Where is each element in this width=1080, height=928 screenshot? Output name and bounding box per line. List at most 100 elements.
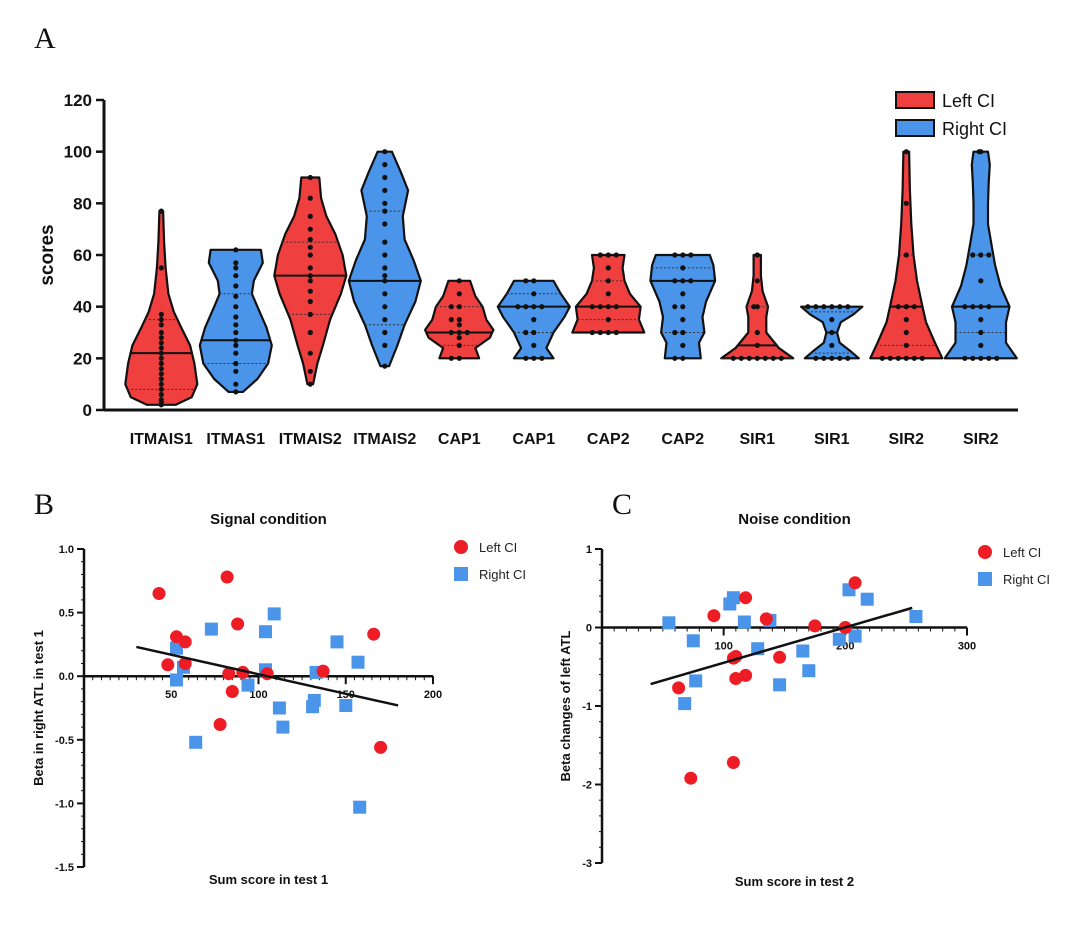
violin-point xyxy=(680,355,686,361)
violin-point xyxy=(903,252,909,258)
violin-point xyxy=(307,278,313,284)
violin-point xyxy=(233,342,239,348)
violin-point xyxy=(680,304,686,310)
violin-point xyxy=(730,355,736,361)
violin-point xyxy=(233,273,239,279)
violin-point xyxy=(382,162,388,168)
x-tick-label: 300 xyxy=(958,641,976,653)
violin-point xyxy=(821,355,827,361)
legend-label: Left CI xyxy=(942,91,995,111)
violin-point xyxy=(448,317,454,323)
violin-point xyxy=(233,293,239,299)
violin-point xyxy=(307,252,313,258)
y-tick-label: 120 xyxy=(64,91,92,110)
violin-point xyxy=(456,317,462,323)
scatter-point-left-ci xyxy=(759,612,773,626)
violin-point xyxy=(158,329,164,336)
violin-point xyxy=(829,317,835,323)
violin-point xyxy=(158,340,164,346)
legend-marker-left-ci xyxy=(454,540,468,554)
violin-point xyxy=(531,304,537,310)
violin-point xyxy=(903,342,909,348)
violin-point xyxy=(233,260,239,266)
scatter-point-left-ci xyxy=(178,657,192,670)
violin-point xyxy=(158,317,164,323)
violin-point xyxy=(456,322,462,328)
scatter-point-left-ci xyxy=(672,681,686,695)
violin-point xyxy=(845,355,851,361)
violin-point xyxy=(307,236,313,243)
scatter-point-left-ci xyxy=(739,591,753,605)
violin-point xyxy=(754,342,760,348)
trend-line xyxy=(136,645,399,707)
violin-point xyxy=(738,355,744,361)
violin-point xyxy=(307,226,313,232)
violin-point xyxy=(895,355,901,361)
y-tick-label: -2 xyxy=(582,780,592,792)
trend-line xyxy=(650,606,913,686)
violin-point xyxy=(158,397,164,403)
violin-point xyxy=(448,329,454,336)
y-tick-label: 80 xyxy=(73,194,92,213)
scatter-point-right-ci xyxy=(241,678,255,692)
violin-point xyxy=(805,304,811,310)
violin-point xyxy=(448,304,454,310)
violin-point xyxy=(456,304,462,310)
legend-marker-left-ci xyxy=(978,545,992,559)
violin-point xyxy=(605,329,611,336)
violin-point xyxy=(448,355,454,361)
violin-point xyxy=(233,304,239,310)
y-tick-label: 100 xyxy=(64,143,92,162)
violin-point xyxy=(978,304,984,310)
violin-point xyxy=(456,329,462,336)
violin-point xyxy=(770,355,776,361)
violin-point xyxy=(158,391,164,398)
violin-point xyxy=(970,304,976,310)
panel-letter-a: A xyxy=(34,22,56,55)
violin-point xyxy=(680,291,686,297)
violin-point xyxy=(531,291,537,297)
violin-point xyxy=(903,329,909,336)
violin-point xyxy=(754,278,760,284)
scatter-point-right-ci xyxy=(259,625,272,639)
violin-point xyxy=(539,304,545,310)
violin-point xyxy=(605,304,611,310)
violin-point xyxy=(523,304,529,310)
violin-point xyxy=(672,355,678,361)
violin-point xyxy=(829,304,835,310)
violin-point xyxy=(978,355,984,361)
scatter-point-right-ci xyxy=(662,616,676,630)
panel-letter-c: C xyxy=(612,488,632,521)
x-tick-label: CAP2 xyxy=(661,431,704,448)
violin-point xyxy=(158,371,164,377)
scatter-point-left-ci xyxy=(152,587,166,600)
scatter-point-right-ci xyxy=(353,800,367,814)
violin-point xyxy=(962,304,968,310)
violin-point xyxy=(680,342,686,348)
x-tick-label: ITMAS1 xyxy=(206,431,265,448)
scatter-point-right-ci xyxy=(832,632,846,646)
scatter-point-left-ci xyxy=(161,658,175,672)
y-tick-label: 20 xyxy=(73,349,92,368)
scatter-point-left-ci xyxy=(773,650,787,664)
x-tick-label: CAP1 xyxy=(512,431,555,448)
violin-point xyxy=(986,252,992,258)
violin-point xyxy=(978,342,984,348)
legend-label: Right CI xyxy=(942,119,1007,139)
panel-a-violin-chart: 0 20 40 60 80 100 120 scores ITMAIS1 ITMAS1 ITMAIS… xyxy=(37,91,1018,448)
violin-point xyxy=(911,355,917,361)
chart-title: Signal condition xyxy=(210,511,327,528)
scatter-point-left-ci xyxy=(222,667,236,681)
violin-point xyxy=(680,265,686,271)
panel-b-scatter-chart: Signal condition -1.5 -1.0 -0.5 0.0 0.5 1.0 50 1… xyxy=(31,511,526,887)
violin-point xyxy=(382,291,388,297)
violin-point xyxy=(879,355,885,361)
violin-point xyxy=(382,317,388,323)
scatter-point-left-ci xyxy=(178,635,192,649)
violin-point xyxy=(382,239,388,245)
violin-point xyxy=(539,355,545,361)
scatter-point-right-ci xyxy=(802,664,816,678)
violin-point xyxy=(613,329,619,336)
violin-point xyxy=(523,355,529,361)
violin-point xyxy=(976,149,982,155)
